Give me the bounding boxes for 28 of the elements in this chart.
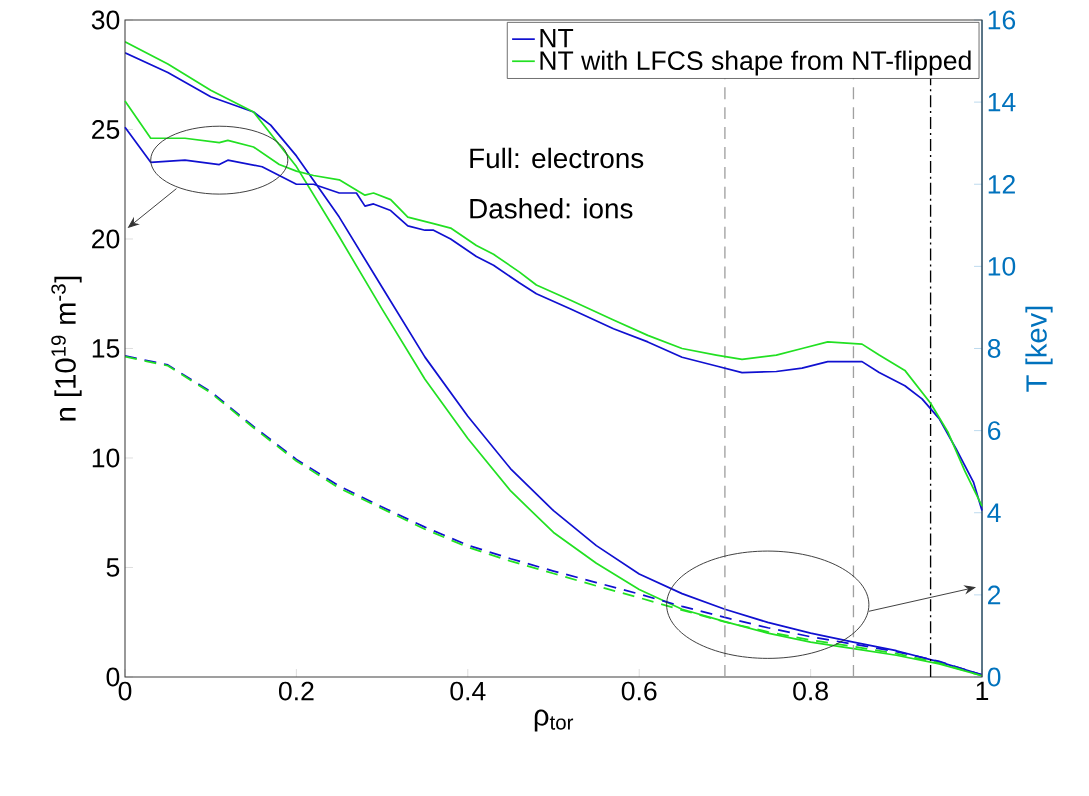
y-tick-label: 5 [106, 558, 120, 577]
y2-tick-label: 12 [988, 174, 1015, 194]
y2-tick-label: 16 [988, 10, 1016, 30]
y2-tick-label: 4 [987, 503, 1001, 522]
y-tick-label: 20 [92, 229, 120, 249]
legend-label: NT with LFCS shape from NT-flipped [540, 50, 971, 76]
y2-tick-label: 6 [988, 421, 1001, 441]
y-tick-label: 10 [92, 448, 120, 468]
x-tick-label: 0.4 [450, 681, 486, 701]
x-tick-label: 1 [976, 681, 989, 700]
y2-tick-label: 0 [987, 667, 1001, 687]
y2-axis-title: T [kev] [1025, 306, 1053, 392]
y2-tick-label: 14 [988, 92, 1016, 112]
x-tick-label: 0.6 [621, 681, 657, 701]
y-tick-label: 0 [106, 667, 120, 687]
y-tick-label: 25 [92, 120, 120, 139]
y-axis-title: n [10$^{19}$ m$^{-3}$] [51, 276, 82, 421]
y2-tick-label: 8 [987, 339, 1001, 358]
x-axis-title: ρ$_{tor}$ [534, 709, 574, 732]
legend-label: NT [540, 29, 574, 48]
annotation: Dashed: ions [470, 198, 633, 219]
y-tick-label: 30 [91, 10, 120, 30]
x-tick-label: 0.2 [278, 681, 314, 701]
annotation: Full: electrons [470, 147, 644, 169]
y2-tick-label: 2 [988, 585, 1001, 605]
x-tick-label: 0.8 [793, 681, 828, 701]
y2-tick-label: 10 [988, 256, 1016, 276]
y-tick-label: 15 [92, 339, 120, 358]
